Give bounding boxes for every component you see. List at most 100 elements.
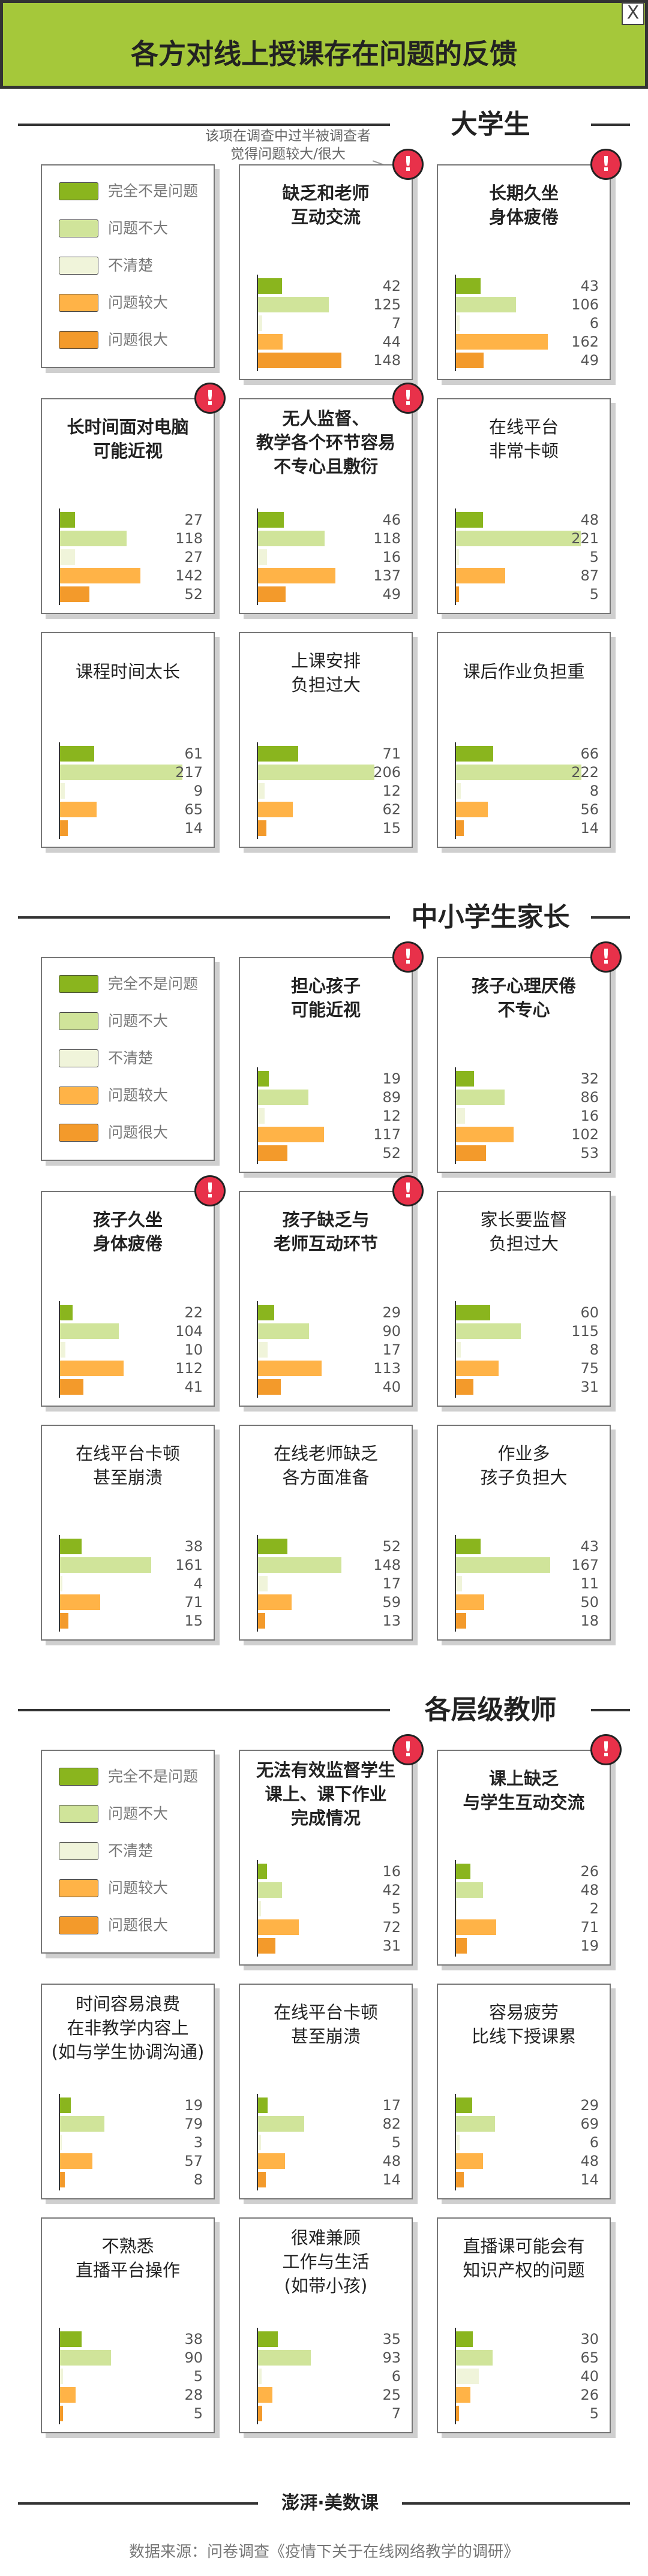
bar-value-label: 31 bbox=[382, 1937, 401, 1954]
bar-value-label: 66 bbox=[580, 745, 599, 762]
bar-axis bbox=[59, 2328, 60, 2424]
bar-value-label: 8 bbox=[193, 2171, 203, 2188]
bar-value-label: 90 bbox=[382, 1323, 401, 1340]
bar-value-label: 79 bbox=[184, 2115, 203, 2132]
bar bbox=[456, 1361, 499, 1376]
bar-value-label: 48 bbox=[580, 1882, 599, 1898]
bar bbox=[60, 586, 89, 602]
bar-value-label: 167 bbox=[571, 1557, 599, 1573]
bar-axis bbox=[455, 508, 456, 605]
bar bbox=[258, 746, 298, 762]
bar bbox=[258, 1361, 322, 1376]
legend-swatch bbox=[59, 219, 98, 237]
bar-value-label: 17 bbox=[382, 1341, 401, 1358]
bar bbox=[258, 549, 267, 565]
bar-value-label: 2 bbox=[589, 1900, 599, 1917]
bar-value-label: 118 bbox=[373, 530, 401, 547]
bar bbox=[456, 1090, 505, 1105]
bar-axis bbox=[257, 2094, 258, 2190]
bar bbox=[258, 1864, 267, 1879]
bar-value-label: 5 bbox=[193, 2368, 203, 2385]
bar-value-label: 28 bbox=[184, 2387, 203, 2403]
bar-value-label: 142 bbox=[175, 567, 203, 584]
panel-title: 在线平台 非常卡顿 bbox=[488, 417, 559, 461]
bar bbox=[60, 1594, 100, 1610]
bar bbox=[258, 2406, 262, 2421]
bar bbox=[60, 2350, 111, 2366]
bar-value-label: 117 bbox=[373, 1126, 401, 1143]
bar-value-label: 106 bbox=[571, 296, 599, 313]
legend-label: 问题很大 bbox=[108, 331, 169, 348]
bar bbox=[456, 2331, 473, 2347]
bar bbox=[456, 334, 548, 350]
bar-value-label: 49 bbox=[382, 586, 401, 603]
bar bbox=[258, 1305, 274, 1320]
bar bbox=[258, 278, 282, 294]
legend-label: 问题不大 bbox=[108, 219, 169, 237]
bar-value-label: 10 bbox=[184, 1341, 203, 1358]
bar-value-label: 17 bbox=[382, 1575, 401, 1592]
bar bbox=[456, 278, 481, 294]
bar bbox=[456, 1145, 486, 1161]
bar-value-label: 7 bbox=[391, 315, 401, 332]
bar-value-label: 49 bbox=[580, 352, 599, 369]
bar-axis bbox=[455, 2328, 456, 2424]
bar-value-label: 13 bbox=[382, 1612, 401, 1629]
bar-value-label: 43 bbox=[580, 1538, 599, 1555]
bar-value-label: 4 bbox=[193, 1575, 203, 1592]
legend-label: 完全不是问题 bbox=[108, 975, 199, 992]
bar-value-label: 48 bbox=[382, 2153, 401, 2169]
bar bbox=[60, 820, 68, 836]
bar bbox=[456, 2135, 460, 2150]
bar-value-label: 162 bbox=[571, 333, 599, 350]
bar-value-label: 65 bbox=[184, 801, 203, 818]
bar bbox=[60, 2097, 71, 2113]
bar bbox=[456, 2406, 459, 2421]
bar-axis bbox=[59, 508, 60, 605]
bar bbox=[258, 1108, 265, 1124]
legend-swatch bbox=[59, 1916, 98, 1934]
bar-value-label: 25 bbox=[382, 2387, 401, 2403]
bar-value-label: 148 bbox=[373, 352, 401, 369]
bar-value-label: 38 bbox=[184, 1538, 203, 1555]
bar bbox=[60, 783, 65, 799]
bar bbox=[258, 2172, 266, 2187]
bar bbox=[258, 783, 265, 799]
bar-value-label: 61 bbox=[184, 745, 203, 762]
alert-icon: ! bbox=[590, 1734, 622, 1765]
bar-value-label: 40 bbox=[580, 2368, 599, 2385]
bar-value-label: 12 bbox=[382, 1108, 401, 1124]
legend-label: 问题较大 bbox=[108, 1879, 169, 1897]
bar-value-label: 48 bbox=[580, 2153, 599, 2169]
bar bbox=[60, 765, 182, 780]
bar-value-label: 75 bbox=[580, 1360, 599, 1377]
bar-value-label: 42 bbox=[382, 1882, 401, 1898]
bar bbox=[258, 765, 374, 780]
bar-value-label: 19 bbox=[580, 1937, 599, 1954]
bar bbox=[258, 353, 341, 368]
legend-swatch bbox=[59, 331, 98, 349]
bar-value-label: 89 bbox=[382, 1089, 401, 1106]
bar-value-label: 26 bbox=[580, 2387, 599, 2403]
bar bbox=[60, 2331, 82, 2347]
bar-value-label: 71 bbox=[580, 1919, 599, 1936]
bar bbox=[258, 1323, 309, 1339]
panel-title: 在线平台卡顿 甚至崩溃 bbox=[75, 1443, 180, 1488]
bar-value-label: 71 bbox=[184, 1594, 203, 1611]
bar bbox=[456, 586, 459, 602]
bar bbox=[60, 549, 75, 565]
bar bbox=[60, 2387, 76, 2403]
bar-value-label: 18 bbox=[580, 1612, 599, 1629]
legend-label: 问题较大 bbox=[108, 294, 169, 311]
panel-title: 课程时间太长 bbox=[75, 661, 180, 682]
bar bbox=[60, 2406, 63, 2421]
bar-value-label: 125 bbox=[373, 296, 401, 313]
bar-value-label: 52 bbox=[382, 1145, 401, 1161]
bar-value-label: 31 bbox=[580, 1379, 599, 1395]
bar-value-label: 222 bbox=[571, 764, 599, 781]
chart-panel bbox=[437, 1984, 611, 2199]
bar bbox=[456, 1108, 465, 1124]
bar bbox=[456, 1379, 473, 1395]
close-icon[interactable]: X bbox=[622, 2, 644, 25]
bar bbox=[258, 2331, 278, 2347]
